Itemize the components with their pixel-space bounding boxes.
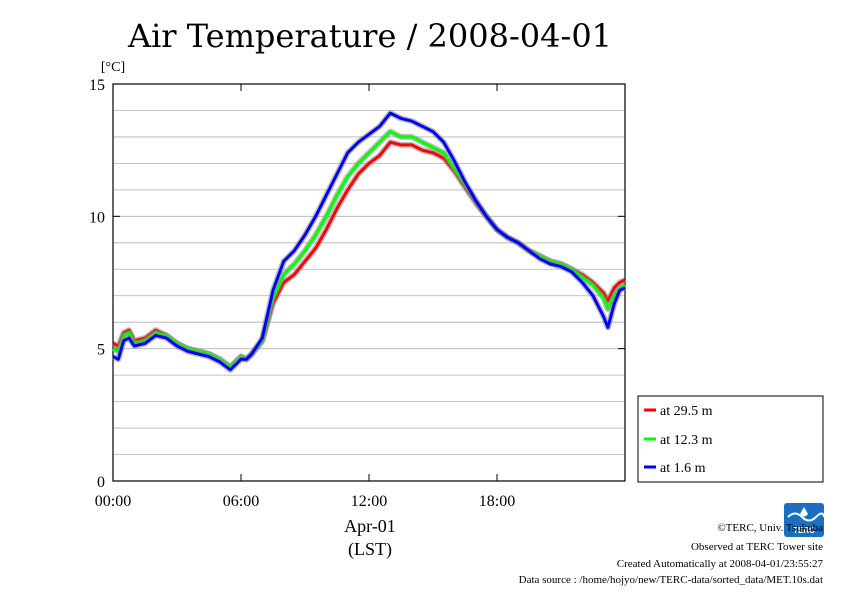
- credit-site: Observed at TERC Tower site: [691, 541, 823, 553]
- credit-created: Created Automatically at 2008-04-01/23:5…: [617, 558, 824, 570]
- series-lines: [111, 110, 627, 373]
- y-axis: 0 5 10 15: [89, 77, 625, 491]
- chart-title: Air Temperature / 2008-04-01: [127, 17, 612, 55]
- terc-logo: TERC: [784, 503, 825, 537]
- legend-box: [637, 395, 824, 483]
- series-line-2: [112, 111, 626, 372]
- plot-frame: [112, 83, 626, 482]
- y-tick-label: 15: [89, 77, 105, 94]
- credit-source: Data source : /home/hojyo/new/TERC-data/…: [519, 574, 823, 586]
- series-line-0: [112, 140, 626, 369]
- y-tick-label: 0: [97, 474, 105, 491]
- y-tick-label: 10: [89, 209, 105, 226]
- x-tick-label: 00:00: [95, 493, 131, 510]
- x-tick-label: 06:00: [223, 493, 259, 510]
- logo-wave-icon: [787, 512, 825, 522]
- logo-badge: [784, 503, 824, 537]
- series-halo-0: [111, 139, 627, 371]
- x-axis-label: Apr-01: [344, 516, 396, 536]
- x-axis: 00:00 06:00 12:00 18:00: [95, 84, 515, 510]
- logo-text: TERC: [793, 526, 815, 535]
- x-axis-sublabel: (LST): [348, 539, 392, 560]
- x-tick-label: 18:00: [479, 493, 515, 510]
- y-tick-label: 5: [97, 342, 105, 359]
- legend-label-12-3: at 12.3 m: [660, 433, 713, 448]
- legend: at 29.5 m at 12.3 m at 1.6 m: [637, 395, 824, 483]
- y-axis-unit: [°C]: [101, 60, 125, 75]
- logo-drop-icon: [800, 507, 808, 517]
- x-tick-label: 12:00: [351, 493, 387, 510]
- legend-label-1-6: at 1.6 m: [660, 461, 706, 476]
- legend-label-29-5: at 29.5 m: [660, 404, 713, 419]
- credit-copyright: ©TERC, Univ. Tsukuba: [717, 522, 823, 534]
- credits: ©TERC, Univ. Tsukuba Observed at TERC To…: [519, 522, 824, 586]
